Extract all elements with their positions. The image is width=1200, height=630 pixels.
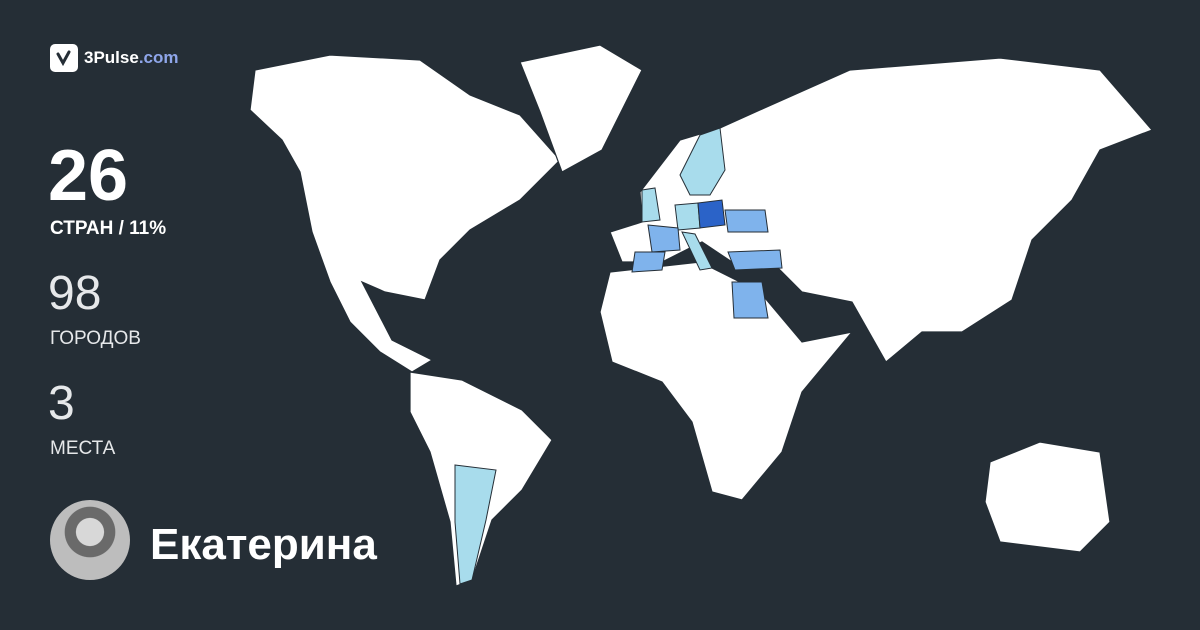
user-name: Екатерина (150, 520, 377, 569)
pulse-logo-icon (50, 44, 78, 72)
cities-label: ГОРОДОВ (50, 328, 141, 349)
country-egypt (731, 281, 769, 319)
logo[interactable]: 3Pulse.com (50, 44, 179, 72)
country-scandinavia (679, 127, 726, 196)
country-uk (641, 187, 661, 223)
africa (599, 261, 854, 501)
logo-text: 3Pulse.com (84, 48, 179, 67)
country-poland (697, 199, 726, 229)
country-france (647, 224, 681, 253)
places-count: 3 (48, 377, 75, 430)
country-ukraine (724, 209, 769, 233)
cities-count: 98 (48, 267, 102, 320)
countries-count: 26 (48, 136, 129, 216)
avatar (50, 500, 130, 580)
australia (984, 441, 1111, 553)
country-argentina (454, 464, 497, 585)
country-spain (631, 251, 666, 273)
greenland (519, 44, 643, 173)
country-germany (674, 202, 701, 231)
countries-label: СТРАН / 11% (50, 218, 167, 239)
north-america (249, 54, 561, 373)
places-label: МЕСТА (50, 438, 116, 459)
country-italy (681, 231, 713, 271)
country-turkey (727, 249, 783, 271)
